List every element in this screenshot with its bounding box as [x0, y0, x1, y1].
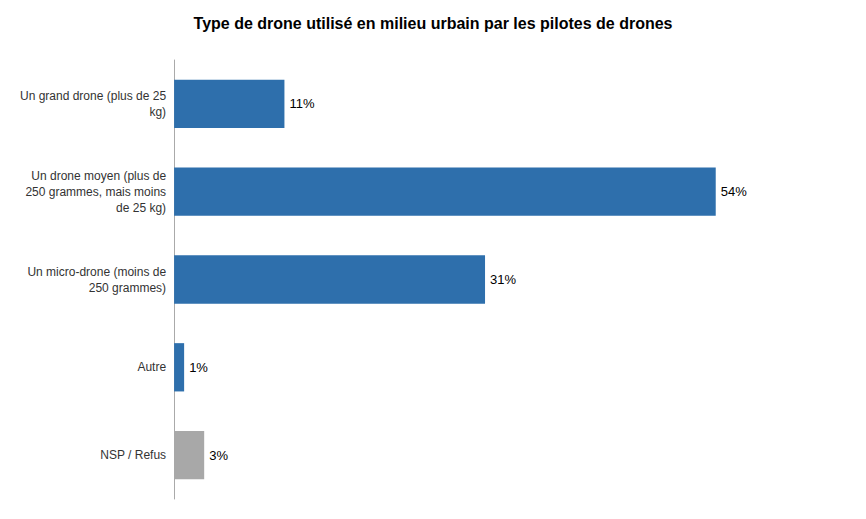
svg-text:de 25 kg): de 25 kg): [116, 201, 166, 215]
svg-text:Type de drone utilisé en milie: Type de drone utilisé en milieu urbain p…: [194, 15, 673, 32]
svg-text:kg): kg): [149, 105, 166, 119]
svg-text:Un micro-drone (moins de: Un micro-drone (moins de: [27, 265, 166, 279]
svg-text:1%: 1%: [189, 360, 208, 375]
svg-text:NSP / Refus: NSP / Refus: [100, 448, 166, 462]
svg-text:Un drone moyen (plus de: Un drone moyen (plus de: [31, 169, 166, 183]
svg-text:31%: 31%: [490, 272, 516, 287]
svg-text:Un grand drone (plus de 25: Un grand drone (plus de 25: [20, 89, 166, 103]
svg-text:250 grammes, mais moins: 250 grammes, mais moins: [25, 185, 166, 199]
svg-text:54%: 54%: [721, 184, 747, 199]
svg-text:250 grammes): 250 grammes): [89, 281, 166, 295]
svg-text:Autre: Autre: [137, 360, 166, 374]
svg-text:11%: 11%: [289, 96, 314, 111]
svg-text:3%: 3%: [209, 448, 228, 463]
